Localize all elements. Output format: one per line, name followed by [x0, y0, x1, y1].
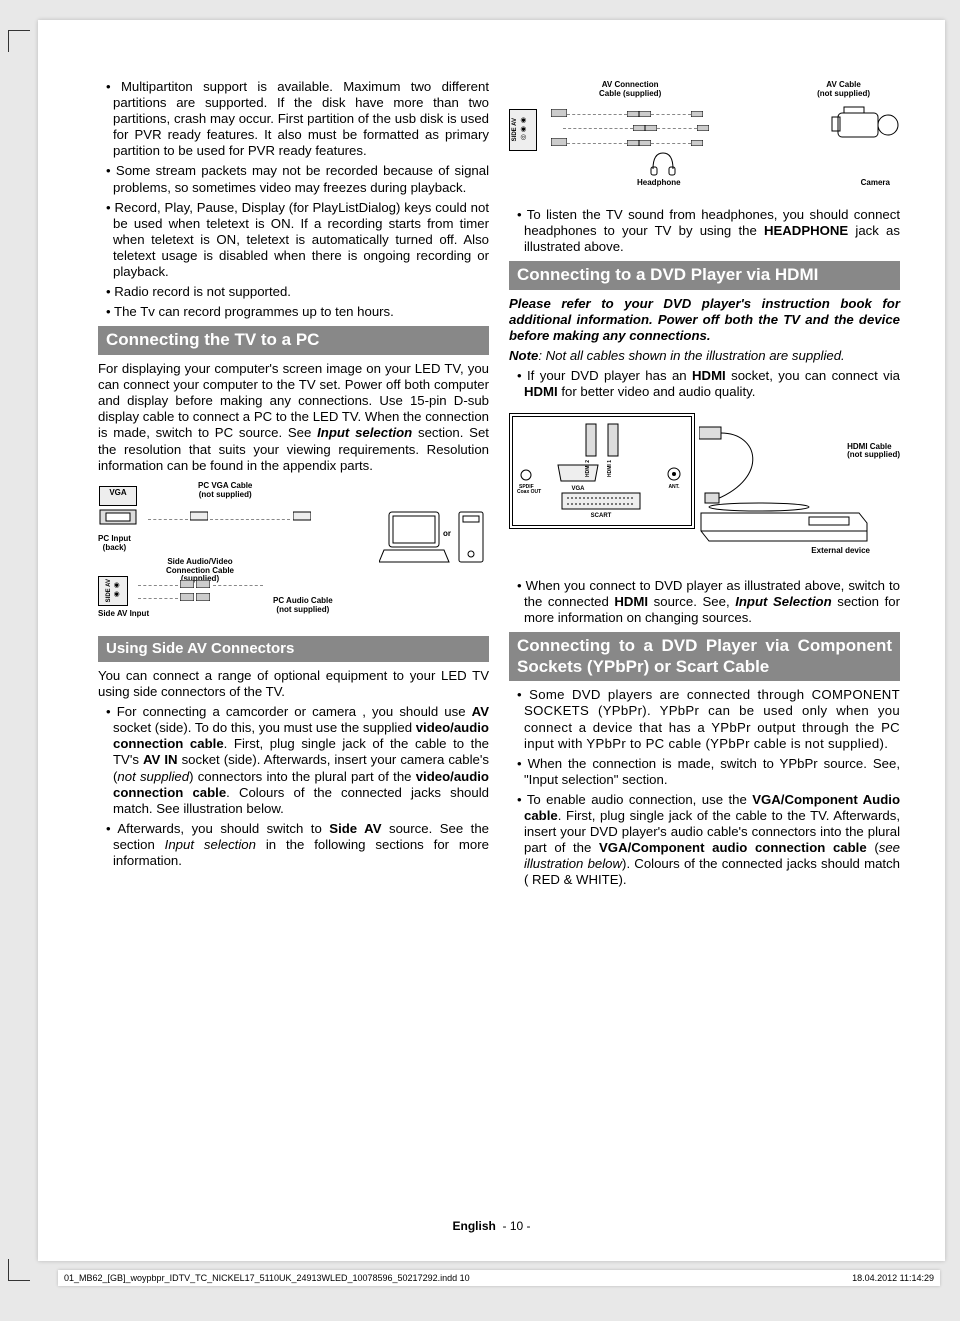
headphone-icon [649, 149, 677, 177]
av-conn-label: AV Connection Cable (supplied) [599, 81, 661, 99]
camcorder-icon [830, 103, 900, 148]
note-line: Note: Not all cables shown in the illust… [509, 348, 900, 364]
side-av-vert-label: SIDE AV [106, 579, 113, 602]
bullet: Afterwards, you should switch to Side AV… [106, 821, 489, 869]
rca-plug-icon [196, 593, 210, 601]
crop-mark-bl [8, 1259, 30, 1281]
coax-label: Coax OUT [517, 489, 541, 495]
av-cable-label: AV Cable (not supplied) [817, 81, 870, 99]
rca-plug-icon [196, 580, 210, 588]
bullet: To listen the TV sound from headphones, … [517, 207, 900, 255]
pc-audio-cable-label: PC Audio Cable (not supplied) [273, 597, 333, 615]
plug-icon [190, 510, 208, 522]
hdmi1-label: HDMI 1 [607, 460, 613, 477]
bullet: If your DVD player has an HDMI socket, y… [517, 368, 900, 400]
bullet: For connecting a camcorder or camera , y… [106, 704, 489, 817]
camera-label: Camera [861, 179, 890, 188]
side-av-input-label: Side AV Input [98, 610, 149, 619]
plug-icon [293, 510, 311, 522]
jack-plug-icon [551, 138, 567, 146]
heading-side-av: Using Side AV Connectors [98, 636, 489, 662]
heading-dvd-hdmi: Connecting to a DVD Player via HDMI [509, 261, 900, 290]
text-bold: Input selection [317, 425, 412, 440]
bullet: To enable audio connection, use the VGA/… [517, 792, 900, 889]
bullet: When the connection is made, switch to Y… [517, 756, 900, 788]
rca-plug-icon [180, 580, 194, 588]
heading-pc: Connecting the TV to a PC [98, 326, 489, 355]
hdmi-panel-diagram: SPDIF Coax OUT VGA HDMI 2 HDMI 1 ANT. SC… [509, 407, 900, 572]
dvd-refer-para: Please refer to your DVD player's instru… [509, 296, 900, 344]
bullet: When you connect to DVD player as illust… [517, 578, 900, 626]
manual-page: Multipartiton support is available. Maxi… [38, 20, 945, 1261]
bullet: The Tv can record programmes up to ten h… [106, 304, 489, 320]
bullet: Radio record is not supported. [106, 284, 489, 300]
bullet: Multipartiton support is available. Maxi… [106, 79, 489, 159]
or-label: or [443, 530, 451, 539]
desktop-icon [457, 510, 485, 565]
left-column: Multipartiton support is available. Maxi… [98, 75, 489, 892]
bullet: Some DVD players are connected through C… [517, 687, 900, 751]
crop-mark-tl [8, 30, 30, 52]
scart-label: SCART [591, 513, 612, 519]
footer-filename: 01_MB62_[GB]_woypbpr_IDTV_TC_NICKEL17_51… [64, 1273, 470, 1283]
side-intro: You can connect a range of optional equi… [98, 668, 489, 700]
laptop-icon [379, 510, 469, 580]
hdmi-cable-label: HDMI Cable (not supplied) [847, 443, 900, 461]
bullet: Record, Play, Pause, Display (for PlayLi… [106, 200, 489, 280]
footer-page: English - 10 - [38, 1219, 945, 1233]
vga-port-icon [98, 508, 138, 526]
av-camera-diagram: AV Connection Cable (supplied) AV Cable … [509, 81, 900, 201]
side-av-vert: SIDE AV [512, 118, 519, 141]
bullet: Some stream packets may not be recorded … [106, 163, 489, 195]
ant-label: ANT. [668, 484, 679, 490]
right-column: AV Connection Cable (supplied) AV Cable … [509, 75, 900, 892]
rca-plug-icon [180, 593, 194, 601]
pc-paragraph: For displaying your computer's screen im… [98, 361, 489, 474]
dvd-player-icon [699, 501, 869, 543]
pc-connection-diagram: VGA PC VGA Cable (not supplied) PC Input… [98, 480, 489, 630]
hdmi2-label: HDMI 2 [585, 460, 591, 477]
pc-input-back-label: PC Input (back) [98, 535, 131, 553]
external-device-label: External device [811, 547, 870, 556]
footer-date: 18.04.2012 11:14:29 [852, 1273, 934, 1283]
footer-file-info: 01_MB62_[GB]_woypbpr_IDTV_TC_NICKEL17_51… [58, 1270, 940, 1286]
vga-port-label: VGA [109, 488, 126, 497]
pc-vga-cable-label: PC VGA Cable (not supplied) [198, 482, 252, 500]
heading-dvd-component: Connecting to a DVD Player via Component… [509, 632, 900, 681]
headphone-label: Headphone [637, 179, 681, 188]
rca-plug-icon [551, 109, 567, 117]
